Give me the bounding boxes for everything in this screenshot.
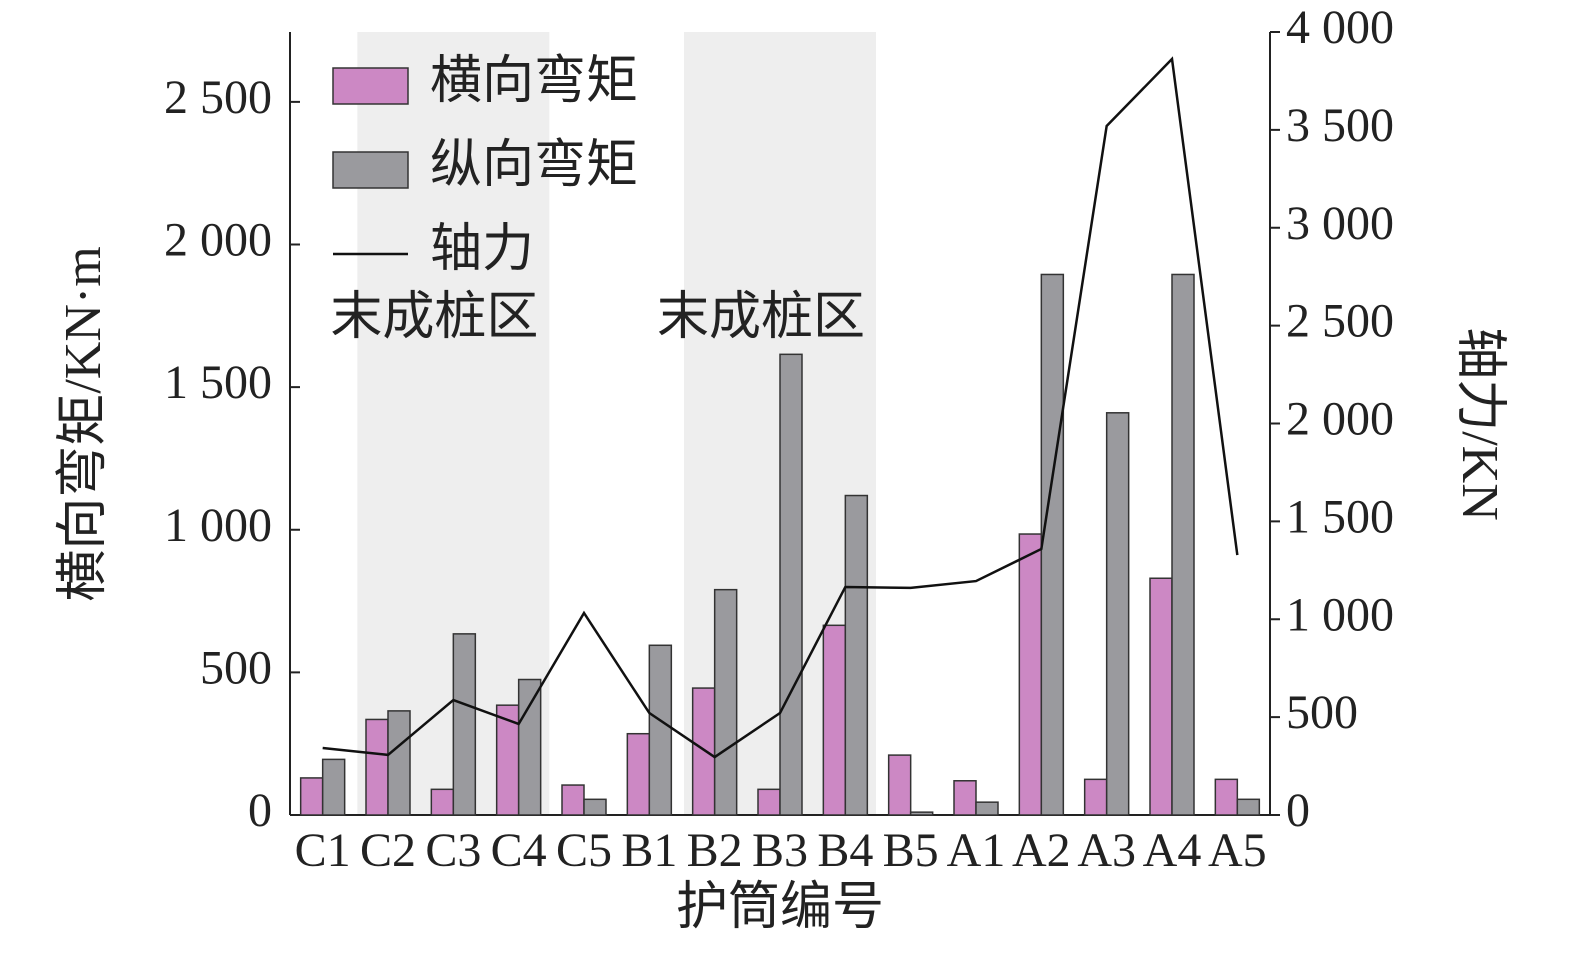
bar <box>844 494 869 816</box>
x-tick-label: A5 <box>1208 824 1267 877</box>
bar <box>517 678 542 816</box>
y-tick-label: 0 <box>248 784 272 837</box>
bar <box>583 798 607 816</box>
y-tick-label: 1 000 <box>164 499 272 552</box>
x-tick-label: A3 <box>1077 824 1136 877</box>
y2-tick-label: 2 000 <box>1286 393 1394 446</box>
bar <box>1214 778 1239 816</box>
region-label: 末成桩区 <box>657 289 865 346</box>
bar <box>452 633 477 816</box>
y-tick-label: 2 500 <box>164 71 272 124</box>
y2-tick-label: 0 <box>1286 784 1310 837</box>
bar <box>1236 798 1261 816</box>
bar <box>953 780 977 816</box>
bar <box>975 801 999 816</box>
bar <box>822 624 847 816</box>
y2-axis-title: 轴力/KN <box>1451 327 1508 521</box>
bar <box>626 732 651 816</box>
y2-tick-label: 3 000 <box>1286 197 1394 250</box>
bar <box>1171 273 1195 816</box>
x-tick-label: B4 <box>817 824 873 877</box>
bar <box>1040 273 1065 816</box>
bar <box>1105 412 1130 816</box>
x-tick-label: B3 <box>752 824 808 877</box>
legend-label: 横向弯矩 <box>430 52 638 110</box>
legend-label: 轴力 <box>430 221 534 278</box>
bar <box>365 718 389 816</box>
y-tick-label: 2 000 <box>164 214 272 267</box>
bar <box>887 754 912 816</box>
y2-tick-label: 1 500 <box>1286 490 1394 543</box>
bar <box>757 788 781 816</box>
x-tick-label: C1 <box>295 824 351 877</box>
bar <box>561 784 585 816</box>
bar <box>1018 533 1043 816</box>
y-tick-label: 500 <box>200 641 272 694</box>
x-tick-label: A2 <box>1012 824 1071 877</box>
x-tick-label: B2 <box>687 824 743 877</box>
x-tick-label: C2 <box>360 824 416 877</box>
bar <box>1083 778 1108 816</box>
y2-tick-label: 500 <box>1286 686 1358 739</box>
bar <box>1149 577 1173 816</box>
x-tick-label: B1 <box>621 824 677 877</box>
x-tick-label: B5 <box>883 824 939 877</box>
bar <box>387 710 411 816</box>
y2-tick-label: 1 000 <box>1286 588 1394 641</box>
bar <box>909 811 934 816</box>
bar <box>648 644 673 816</box>
x-axis-title: 护筒编号 <box>676 879 884 936</box>
x-tick-label: C5 <box>556 824 612 877</box>
bar <box>430 788 455 816</box>
bar <box>321 758 346 816</box>
bar <box>691 687 716 816</box>
y-tick-label: 1 500 <box>164 356 272 409</box>
bar <box>299 777 324 816</box>
bar <box>713 588 738 816</box>
y2-tick-label: 4 000 <box>1286 1 1394 54</box>
x-tick-label: C4 <box>491 824 547 877</box>
x-tick-label: A1 <box>947 824 1006 877</box>
y2-tick-label: 3 500 <box>1286 99 1394 152</box>
x-tick-label: A4 <box>1143 824 1202 877</box>
legend-swatch <box>332 67 409 105</box>
x-tick-label: C3 <box>425 824 481 877</box>
line <box>322 56 1239 759</box>
y2-tick-label: 2 500 <box>1286 295 1394 348</box>
bar <box>779 353 803 816</box>
legend-label: 纵向弯矩 <box>430 136 638 194</box>
legend-swatch <box>332 151 409 189</box>
y-axis-title: 横向弯矩/KN·m <box>54 246 112 601</box>
region-label: 末成桩区 <box>330 289 538 346</box>
